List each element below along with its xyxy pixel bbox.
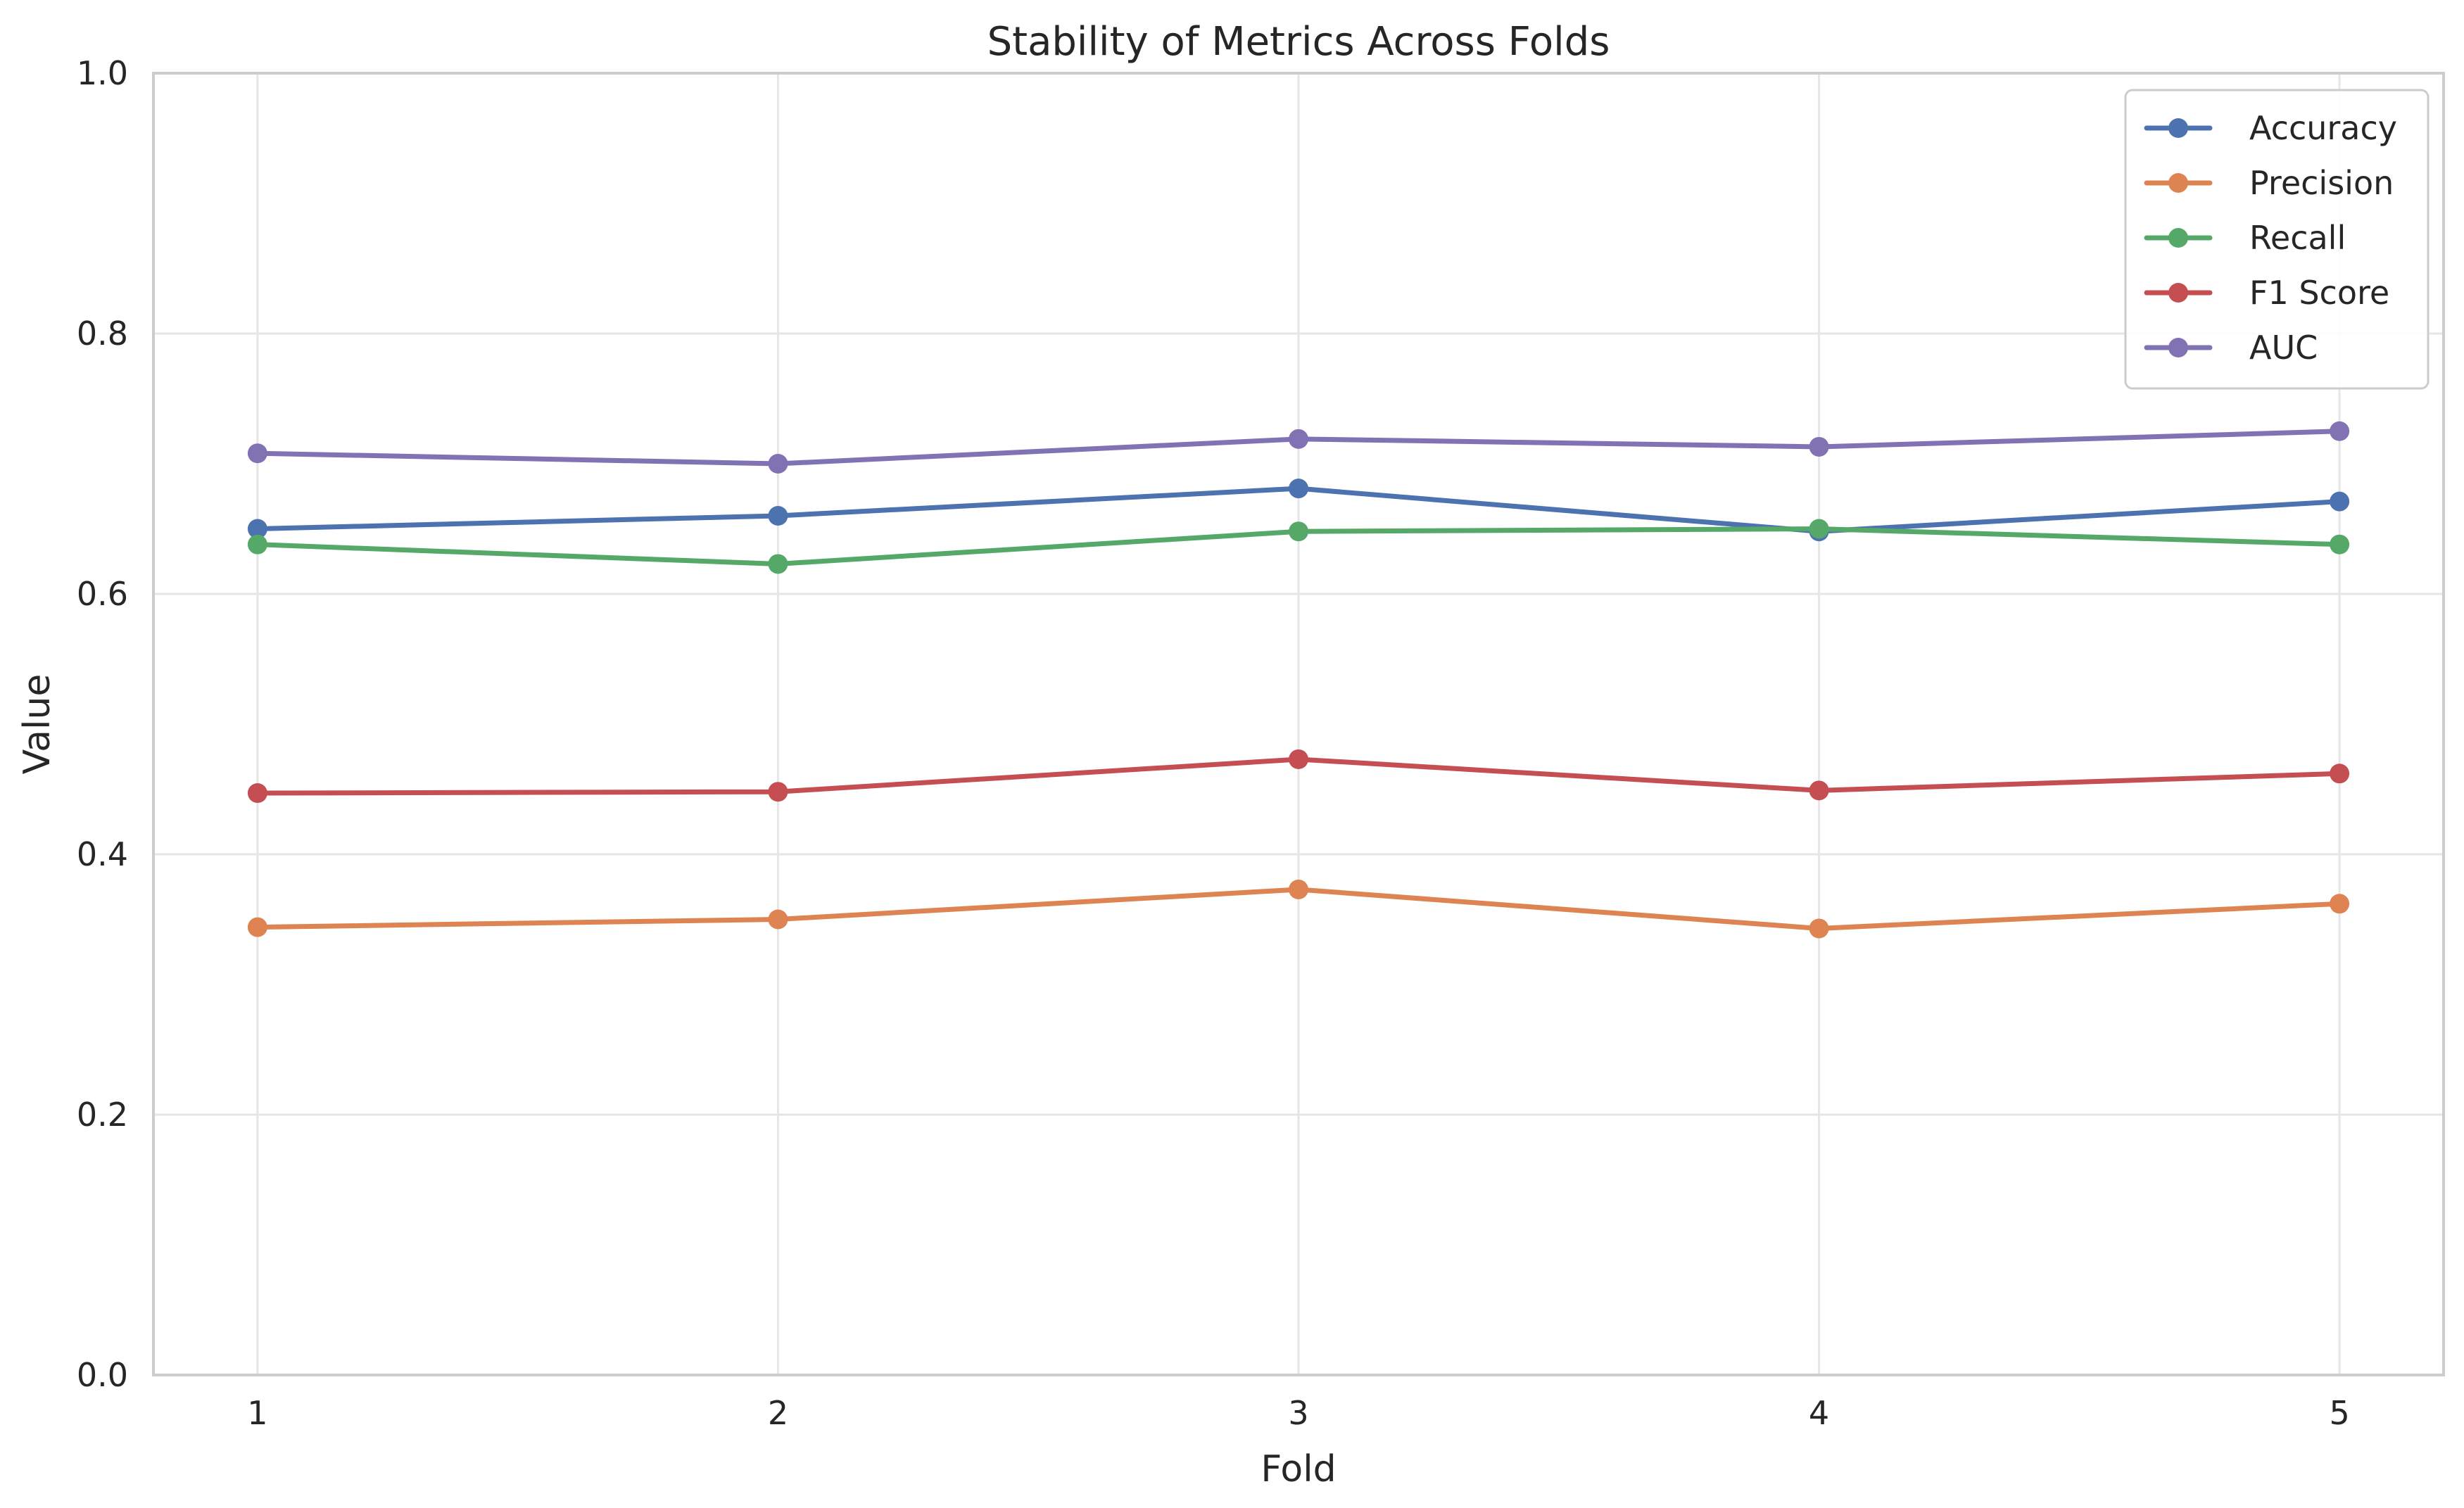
data-point [247,534,267,555]
data-point [768,782,788,802]
data-point [2330,763,2350,784]
legend-swatch-marker [2168,173,2188,193]
data-point [2330,421,2350,441]
data-point [2330,534,2350,555]
legend-swatch-marker [2168,283,2188,303]
legend-swatch-marker [2168,338,2188,357]
data-point [1289,429,1308,449]
series-recall [247,519,2350,574]
x-tick-label: 5 [2329,1394,2349,1432]
y-tick-label: 0.2 [77,1096,128,1134]
legend-item: Accuracy [2144,109,2397,147]
data-point [247,443,267,464]
data-point [1289,749,1308,769]
y-tick-label: 1.0 [77,54,128,92]
legend-swatch-marker [2168,228,2188,248]
y-axis-label: Value [16,674,58,775]
legend-label: F1 Score [2249,274,2389,312]
plot-frame [152,72,2445,1376]
data-point [1809,436,1829,457]
y-tick-label: 0.6 [77,575,128,613]
chart-title: Stability of Metrics Across Folds [987,19,1610,65]
data-point [247,519,267,539]
data-point [247,917,267,937]
x-tick-label: 1 [247,1394,267,1432]
data-point [768,506,788,526]
legend: Accuracy Precision Recall F1 Score AUC [2124,89,2430,390]
legend-item: AUC [2144,329,2318,367]
data-point [247,783,267,804]
x-tick-label: 4 [1809,1394,1829,1432]
data-point [1289,479,1308,499]
x-tick-label: 2 [768,1394,788,1432]
legend-swatch-marker [2168,118,2188,138]
legend-label: Precision [2249,164,2394,202]
data-point [1289,521,1308,542]
y-tick-label: 0.4 [77,835,128,873]
data-point [2330,491,2350,512]
data-point [768,554,788,574]
legend-label: Accuracy [2249,109,2397,147]
y-axis: 0.0 0.2 0.4 0.6 0.8 1.0 [77,54,128,1394]
legend-box [2124,89,2430,390]
data-point [768,454,788,474]
data-point [768,909,788,930]
series-auc [247,421,2350,474]
x-tick-label: 3 [1288,1394,1308,1432]
data-point [1809,519,1829,539]
data-point [1289,879,1308,899]
data-point [1809,918,1829,939]
x-axis-label: Fold [1261,1448,1336,1490]
legend-item: F1 Score [2144,274,2389,312]
series-precision [247,879,2350,939]
y-tick-label: 0.0 [77,1356,128,1394]
y-tick-label: 0.8 [77,315,128,353]
grid [153,72,2444,1376]
legend-item: Precision [2144,164,2394,202]
x-axis: 1 2 3 4 5 [247,1394,2349,1432]
data-point [1809,780,1829,801]
legend-label: AUC [2249,329,2318,367]
data-point [2330,894,2350,914]
legend-label: Recall [2249,219,2346,257]
legend-item: Recall [2144,219,2346,257]
series-layer [247,421,2350,939]
series-f1-score [247,749,2350,804]
